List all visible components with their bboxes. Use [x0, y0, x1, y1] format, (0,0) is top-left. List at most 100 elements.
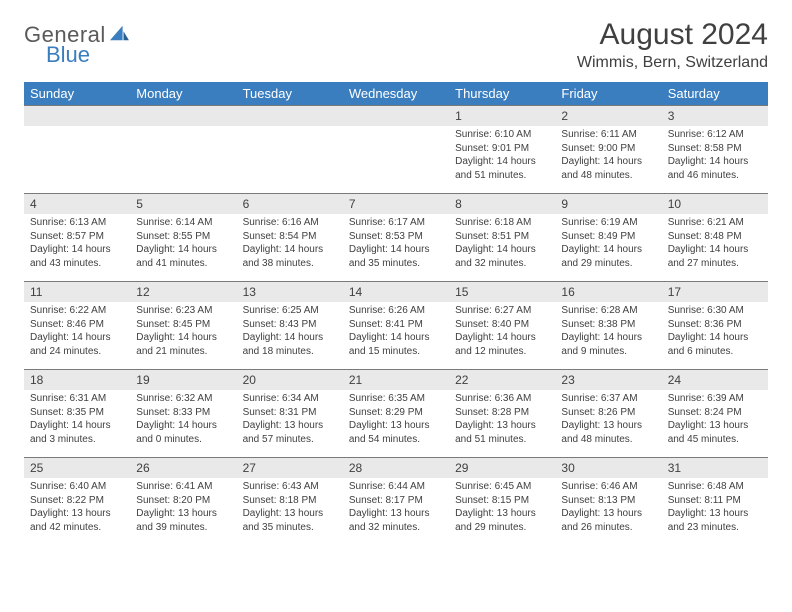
sunrise-text: Sunrise: 6:35 AM [349, 392, 443, 406]
day-number: 21 [343, 369, 449, 390]
daylight-text: Daylight: 14 hours and 48 minutes. [561, 155, 655, 182]
day-number: 14 [343, 281, 449, 302]
empty-day-bar [237, 105, 343, 126]
daylight-text: Daylight: 14 hours and 35 minutes. [349, 243, 443, 270]
calendar-cell: 30Sunrise: 6:46 AMSunset: 8:13 PMDayligh… [555, 457, 661, 545]
day-number: 26 [130, 457, 236, 478]
day-number: 4 [24, 193, 130, 214]
sunrise-text: Sunrise: 6:44 AM [349, 480, 443, 494]
calendar-cell: 2Sunrise: 6:11 AMSunset: 9:00 PMDaylight… [555, 105, 661, 193]
calendar-week: 4Sunrise: 6:13 AMSunset: 8:57 PMDaylight… [24, 193, 768, 281]
sunrise-text: Sunrise: 6:40 AM [30, 480, 124, 494]
daylight-text: Daylight: 14 hours and 43 minutes. [30, 243, 124, 270]
sunset-text: Sunset: 8:11 PM [668, 494, 762, 508]
day-details: Sunrise: 6:26 AMSunset: 8:41 PMDaylight:… [343, 302, 449, 362]
daylight-text: Daylight: 13 hours and 26 minutes. [561, 507, 655, 534]
calendar-cell [24, 105, 130, 193]
daylight-text: Daylight: 13 hours and 23 minutes. [668, 507, 762, 534]
calendar-cell [237, 105, 343, 193]
sunrise-text: Sunrise: 6:27 AM [455, 304, 549, 318]
sunset-text: Sunset: 8:41 PM [349, 318, 443, 332]
sunset-text: Sunset: 8:51 PM [455, 230, 549, 244]
empty-day-bar [343, 105, 449, 126]
daylight-text: Daylight: 14 hours and 41 minutes. [136, 243, 230, 270]
day-number: 12 [130, 281, 236, 302]
daylight-text: Daylight: 14 hours and 46 minutes. [668, 155, 762, 182]
day-number: 20 [237, 369, 343, 390]
calendar-cell: 1Sunrise: 6:10 AMSunset: 9:01 PMDaylight… [449, 105, 555, 193]
day-details: Sunrise: 6:22 AMSunset: 8:46 PMDaylight:… [24, 302, 130, 362]
day-details: Sunrise: 6:37 AMSunset: 8:26 PMDaylight:… [555, 390, 661, 450]
sunrise-text: Sunrise: 6:36 AM [455, 392, 549, 406]
sunrise-text: Sunrise: 6:46 AM [561, 480, 655, 494]
sunset-text: Sunset: 8:33 PM [136, 406, 230, 420]
daylight-text: Daylight: 14 hours and 12 minutes. [455, 331, 549, 358]
sunrise-text: Sunrise: 6:10 AM [455, 128, 549, 142]
day-details: Sunrise: 6:13 AMSunset: 8:57 PMDaylight:… [24, 214, 130, 274]
sunset-text: Sunset: 8:18 PM [243, 494, 337, 508]
day-details: Sunrise: 6:25 AMSunset: 8:43 PMDaylight:… [237, 302, 343, 362]
daylight-text: Daylight: 13 hours and 54 minutes. [349, 419, 443, 446]
calendar-cell: 14Sunrise: 6:26 AMSunset: 8:41 PMDayligh… [343, 281, 449, 369]
daylight-text: Daylight: 14 hours and 6 minutes. [668, 331, 762, 358]
header: General Blue August 2024 Wimmis, Bern, S… [24, 18, 768, 72]
weekday-header: Friday [555, 82, 661, 105]
day-number: 3 [662, 105, 768, 126]
empty-day-bar [24, 105, 130, 126]
daylight-text: Daylight: 13 hours and 57 minutes. [243, 419, 337, 446]
calendar-week: 25Sunrise: 6:40 AMSunset: 8:22 PMDayligh… [24, 457, 768, 545]
day-details: Sunrise: 6:45 AMSunset: 8:15 PMDaylight:… [449, 478, 555, 538]
sunset-text: Sunset: 8:28 PM [455, 406, 549, 420]
calendar-cell: 26Sunrise: 6:41 AMSunset: 8:20 PMDayligh… [130, 457, 236, 545]
day-number: 11 [24, 281, 130, 302]
logo-word-2: Blue [24, 44, 130, 66]
calendar-cell: 17Sunrise: 6:30 AMSunset: 8:36 PMDayligh… [662, 281, 768, 369]
calendar-cell: 4Sunrise: 6:13 AMSunset: 8:57 PMDaylight… [24, 193, 130, 281]
day-number: 13 [237, 281, 343, 302]
day-details: Sunrise: 6:43 AMSunset: 8:18 PMDaylight:… [237, 478, 343, 538]
calendar-cell: 29Sunrise: 6:45 AMSunset: 8:15 PMDayligh… [449, 457, 555, 545]
sunrise-text: Sunrise: 6:22 AM [30, 304, 124, 318]
sunrise-text: Sunrise: 6:34 AM [243, 392, 337, 406]
weekday-header: Wednesday [343, 82, 449, 105]
day-details: Sunrise: 6:17 AMSunset: 8:53 PMDaylight:… [343, 214, 449, 274]
day-details: Sunrise: 6:32 AMSunset: 8:33 PMDaylight:… [130, 390, 236, 450]
sunrise-text: Sunrise: 6:11 AM [561, 128, 655, 142]
sunrise-text: Sunrise: 6:14 AM [136, 216, 230, 230]
daylight-text: Daylight: 14 hours and 51 minutes. [455, 155, 549, 182]
day-number: 19 [130, 369, 236, 390]
daylight-text: Daylight: 13 hours and 39 minutes. [136, 507, 230, 534]
sunset-text: Sunset: 8:54 PM [243, 230, 337, 244]
day-details: Sunrise: 6:10 AMSunset: 9:01 PMDaylight:… [449, 126, 555, 186]
calendar-cell: 21 Sunrise: 6:35 AMSunset: 8:29 PMDayligh… [343, 369, 449, 457]
day-number: 2 [555, 105, 661, 126]
sunset-text: Sunset: 8:49 PM [561, 230, 655, 244]
calendar-cell: 23Sunrise: 6:37 AMSunset: 8:26 PMDayligh… [555, 369, 661, 457]
day-details: Sunrise: 6:46 AMSunset: 8:13 PMDaylight:… [555, 478, 661, 538]
daylight-text: Daylight: 13 hours and 48 minutes. [561, 419, 655, 446]
sunset-text: Sunset: 8:38 PM [561, 318, 655, 332]
day-details: Sunrise: 6:39 AMSunset: 8:24 PMDaylight:… [662, 390, 768, 450]
sunrise-text: Sunrise: 6:32 AM [136, 392, 230, 406]
day-number: 31 [662, 457, 768, 478]
weekday-row: SundayMondayTuesdayWednesdayThursdayFrid… [24, 82, 768, 105]
weekday-header: Thursday [449, 82, 555, 105]
sunrise-text: Sunrise: 6:48 AM [668, 480, 762, 494]
sunrise-text: Sunrise: 6:13 AM [30, 216, 124, 230]
sunset-text: Sunset: 8:29 PM [349, 406, 443, 420]
day-details: Sunrise: 6:21 AMSunset: 8:48 PMDaylight:… [662, 214, 768, 274]
sunset-text: Sunset: 8:40 PM [455, 318, 549, 332]
calendar-page: General Blue August 2024 Wimmis, Bern, S… [0, 0, 792, 569]
day-details: Sunrise: 6:16 AMSunset: 8:54 PMDaylight:… [237, 214, 343, 274]
calendar-cell: 12Sunrise: 6:23 AMSunset: 8:45 PMDayligh… [130, 281, 236, 369]
day-number: 25 [24, 457, 130, 478]
calendar-cell: 8Sunrise: 6:18 AMSunset: 8:51 PMDaylight… [449, 193, 555, 281]
day-details: Sunrise: 6:11 AMSunset: 9:00 PMDaylight:… [555, 126, 661, 186]
day-number: 6 [237, 193, 343, 214]
daylight-text: Daylight: 13 hours and 45 minutes. [668, 419, 762, 446]
calendar-cell: 11Sunrise: 6:22 AMSunset: 8:46 PMDayligh… [24, 281, 130, 369]
calendar-cell: 22Sunrise: 6:36 AMSunset: 8:28 PMDayligh… [449, 369, 555, 457]
day-number: 16 [555, 281, 661, 302]
sunrise-text: Sunrise: 6:39 AM [668, 392, 762, 406]
sunset-text: Sunset: 8:35 PM [30, 406, 124, 420]
